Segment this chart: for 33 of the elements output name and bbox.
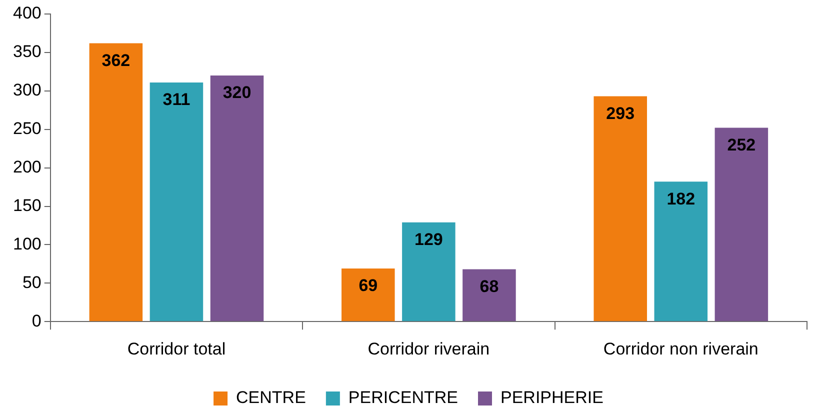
bar (462, 269, 516, 322)
bar (714, 128, 768, 322)
legend-label: PERIPHERIE (500, 388, 604, 408)
y-tick-label: 400 (12, 4, 42, 23)
y-tick-label: 0 (32, 311, 42, 330)
x-tick-label: Corridor non riverain (603, 339, 758, 358)
data-label: 69 (358, 276, 378, 296)
y-tick-label: 200 (12, 157, 42, 176)
data-label: 311 (162, 90, 190, 110)
data-label: 68 (480, 276, 499, 296)
y-tick-label: 100 (12, 234, 42, 254)
y-tick-label: 250 (12, 119, 42, 138)
bar (594, 96, 647, 322)
bar (210, 76, 264, 322)
data-label: 362 (102, 50, 130, 70)
data-label: 252 (727, 136, 756, 154)
x-tick-label: Corridor riverain (368, 339, 490, 358)
data-label: 129 (414, 230, 443, 250)
legend-label: PERICENTRE (348, 388, 458, 408)
y-tick-label: 50 (22, 272, 42, 292)
data-label: 320 (222, 83, 252, 102)
bar (402, 222, 456, 322)
legend-label: CENTRE (236, 388, 306, 408)
x-tick-label: Corridor total (127, 339, 226, 358)
bar (150, 82, 204, 322)
data-label: 293 (606, 104, 635, 123)
y-tick-label: 150 (12, 196, 42, 215)
bar (89, 43, 143, 322)
bar (342, 268, 395, 322)
y-tick-label: 350 (12, 42, 42, 62)
data-label: 182 (666, 189, 696, 208)
bar (654, 182, 708, 322)
y-tick-label: 300 (12, 80, 42, 100)
